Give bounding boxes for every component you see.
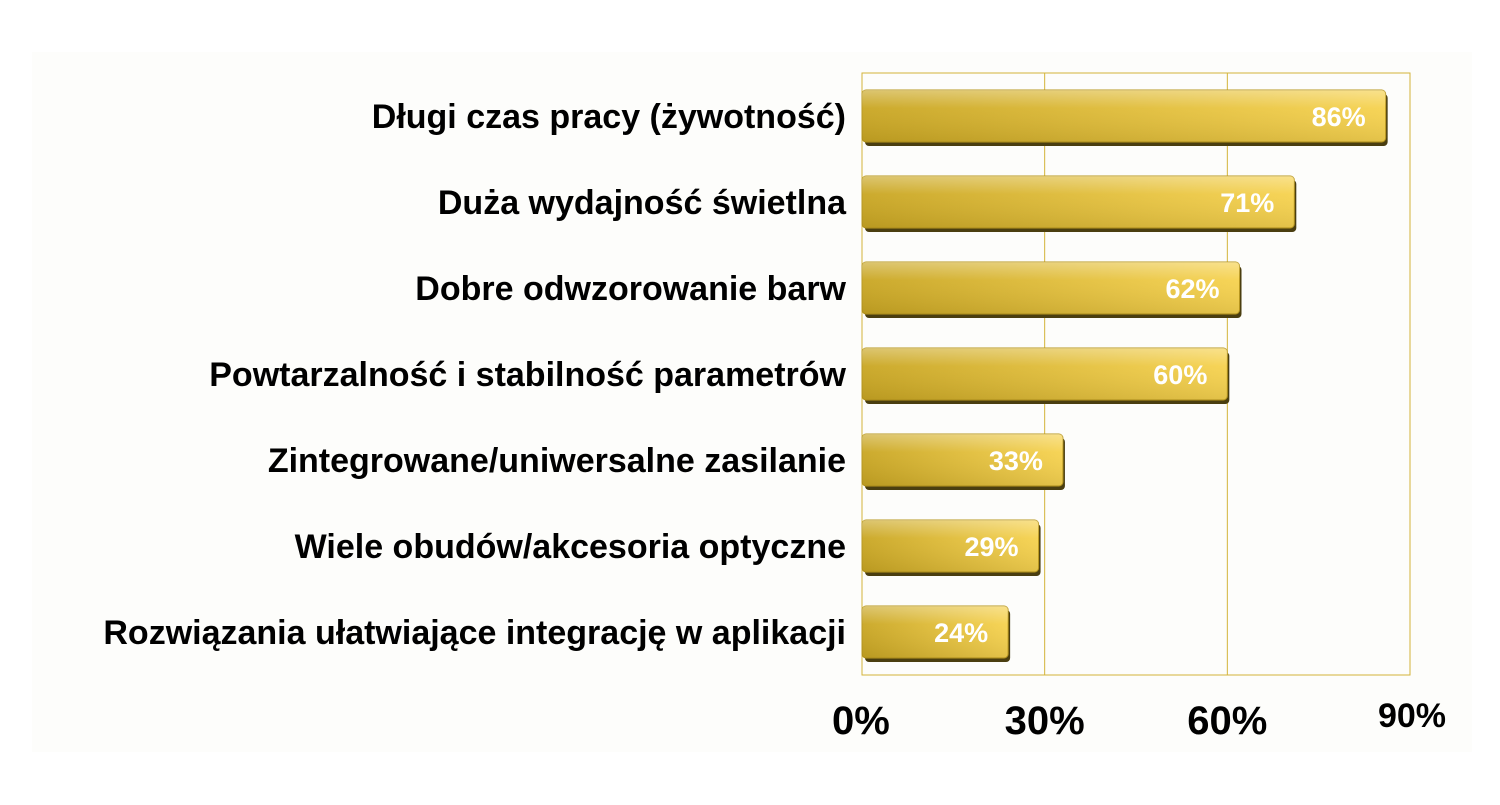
bar-value-label: 29%: [965, 532, 1019, 562]
category-label: Dobre odwzorowanie barw: [415, 270, 846, 308]
x-tick-label: 0%: [832, 699, 890, 743]
bar-highlight: [862, 90, 1386, 142]
bar-highlight: [862, 176, 1295, 228]
bar-value-label: 62%: [1165, 274, 1219, 304]
category-label: Zintegrowane/uniwersalne zasilanie: [268, 442, 846, 480]
page-background: [32, 52, 1472, 752]
bar-highlight: [862, 348, 1228, 400]
bar-highlight: [862, 606, 1009, 658]
category-label: Duża wydajność świetlna: [438, 184, 847, 222]
bar-value-label: 86%: [1312, 102, 1366, 132]
category-label: Wiele obudów/akcesoria optyczne: [295, 528, 846, 566]
bar-value-label: 60%: [1153, 360, 1207, 390]
plot-area: 86% Długi czas pracy (żywotność) 71% Duża w…: [103, 72, 1446, 743]
bar-value-label: 33%: [989, 446, 1043, 476]
bar-highlight: [862, 262, 1240, 314]
bar-value-label: 71%: [1220, 188, 1274, 218]
category-label: Rozwiązania ułatwiające integrację w apl…: [103, 614, 846, 652]
x-tick-label: 30%: [1005, 699, 1085, 743]
x-tick-label: 90%: [1378, 697, 1446, 735]
bar-highlight: [862, 434, 1063, 486]
x-tick-label: 60%: [1187, 699, 1267, 743]
category-label: Długi czas pracy (żywotność): [372, 98, 846, 136]
bar-value-label: 24%: [934, 618, 988, 648]
bar-highlight: [862, 520, 1039, 572]
category-label: Powtarzalność i stabilność parametrów: [209, 356, 846, 394]
